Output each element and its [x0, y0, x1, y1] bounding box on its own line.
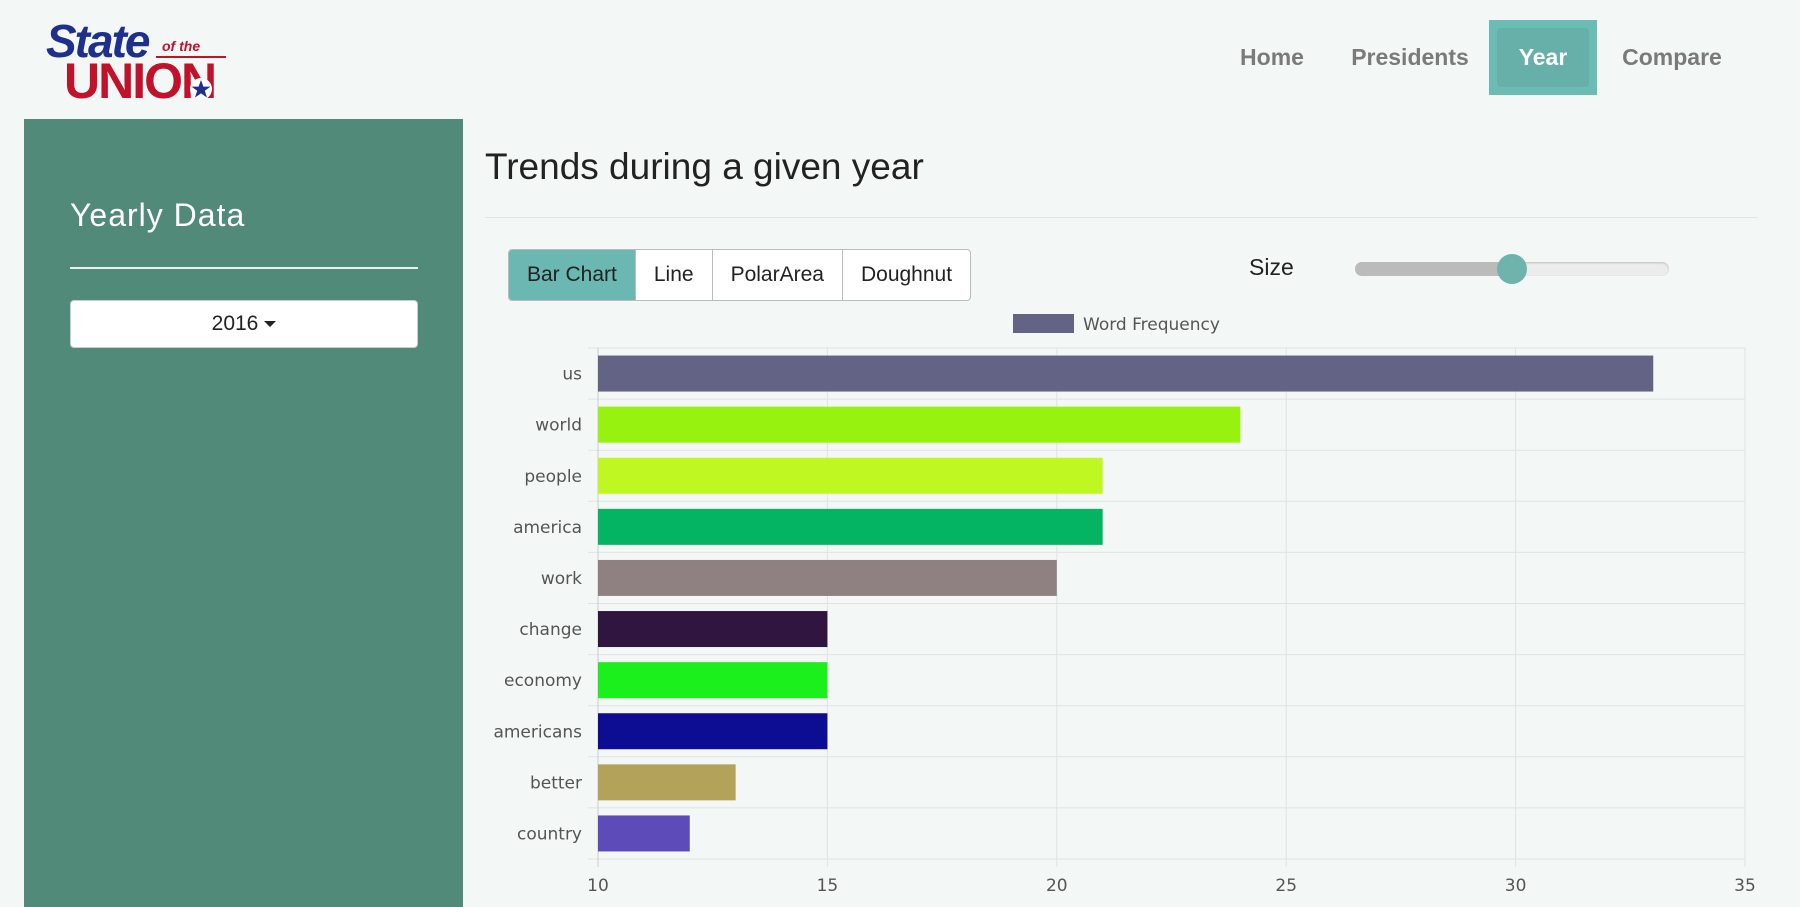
y-tick-label: world — [535, 416, 582, 436]
size-label: Size — [1249, 254, 1294, 280]
logo-text-state: State — [46, 15, 150, 67]
y-tick-label: work — [541, 569, 582, 589]
nav-compare[interactable]: Compare — [1622, 44, 1722, 70]
line-chart-button[interactable]: Line — [636, 250, 713, 300]
polar-area-button[interactable]: PolarArea — [713, 250, 843, 300]
legend-swatch — [1013, 314, 1074, 333]
y-tick-label: americans — [493, 722, 582, 742]
y-tick-label: economy — [504, 671, 582, 691]
logo-rule — [156, 56, 226, 58]
x-tick-label: 10 — [587, 876, 609, 896]
sidebar-title: Yearly Data — [70, 197, 246, 233]
x-tick-label: 30 — [1505, 876, 1527, 896]
year-dropdown-value: 2016 — [211, 312, 259, 335]
y-tick-label: us — [562, 365, 582, 385]
sidebar-divider — [70, 267, 418, 269]
bar — [598, 457, 1103, 494]
bar — [598, 508, 1103, 545]
sidebar: Yearly Data 2016 — [24, 119, 463, 907]
page-title: Trends during a given year — [485, 146, 924, 187]
site-logo[interactable]: State of the UNION — [44, 14, 234, 110]
bar — [598, 815, 690, 852]
y-tick-label: america — [513, 518, 582, 538]
year-dropdown[interactable]: 2016 — [70, 300, 418, 348]
title-divider — [485, 217, 1758, 218]
bar — [598, 355, 1654, 392]
caret-down-icon — [264, 321, 277, 328]
star-icon — [190, 78, 212, 100]
nav-year-label: Year — [1497, 28, 1589, 87]
nav-year[interactable]: Year — [1489, 20, 1597, 95]
nav-home[interactable]: Home — [1240, 44, 1304, 70]
nav-presidents[interactable]: Presidents — [1351, 44, 1469, 70]
y-tick-label: better — [530, 773, 582, 793]
chart-type-group: Bar Chart Line PolarArea Doughnut — [508, 249, 972, 301]
logo-text-of-the: of the — [162, 38, 201, 54]
bar — [598, 559, 1057, 596]
doughnut-button[interactable]: Doughnut — [860, 263, 953, 286]
x-tick-label: 25 — [1275, 876, 1297, 896]
legend-label: Word Frequency — [1083, 315, 1220, 335]
y-tick-label: change — [519, 620, 582, 640]
x-tick-label: 20 — [1046, 876, 1068, 896]
bar — [598, 662, 828, 699]
bar — [598, 611, 828, 648]
y-tick-label: people — [524, 467, 582, 487]
y-tick-label: country — [517, 824, 582, 844]
x-tick-label: 35 — [1734, 876, 1756, 896]
logo-text-union: UNION — [64, 53, 217, 109]
size-slider[interactable] — [1355, 254, 1669, 284]
x-tick-label: 15 — [817, 876, 839, 896]
size-slider-thumb[interactable] — [1497, 254, 1527, 284]
bar — [598, 406, 1241, 443]
size-slider-fill — [1355, 262, 1512, 276]
bar — [598, 764, 736, 801]
bar — [598, 713, 828, 750]
bar-chart-button[interactable]: Bar Chart — [509, 250, 636, 300]
